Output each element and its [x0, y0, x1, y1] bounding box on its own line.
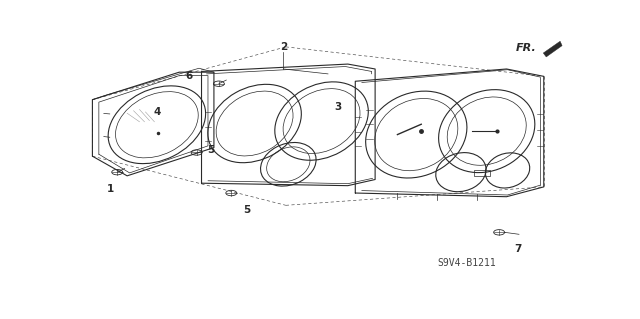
Polygon shape — [543, 41, 562, 57]
Text: 6: 6 — [186, 71, 193, 81]
Text: 3: 3 — [334, 102, 342, 112]
Text: 1: 1 — [107, 184, 115, 194]
Text: FR.: FR. — [515, 43, 536, 53]
Text: 4: 4 — [153, 107, 161, 117]
Text: 7: 7 — [515, 244, 522, 254]
Text: 5: 5 — [243, 205, 250, 215]
Text: S9V4-B1211: S9V4-B1211 — [437, 258, 496, 268]
Text: 5: 5 — [207, 145, 214, 155]
Text: 2: 2 — [280, 42, 287, 52]
